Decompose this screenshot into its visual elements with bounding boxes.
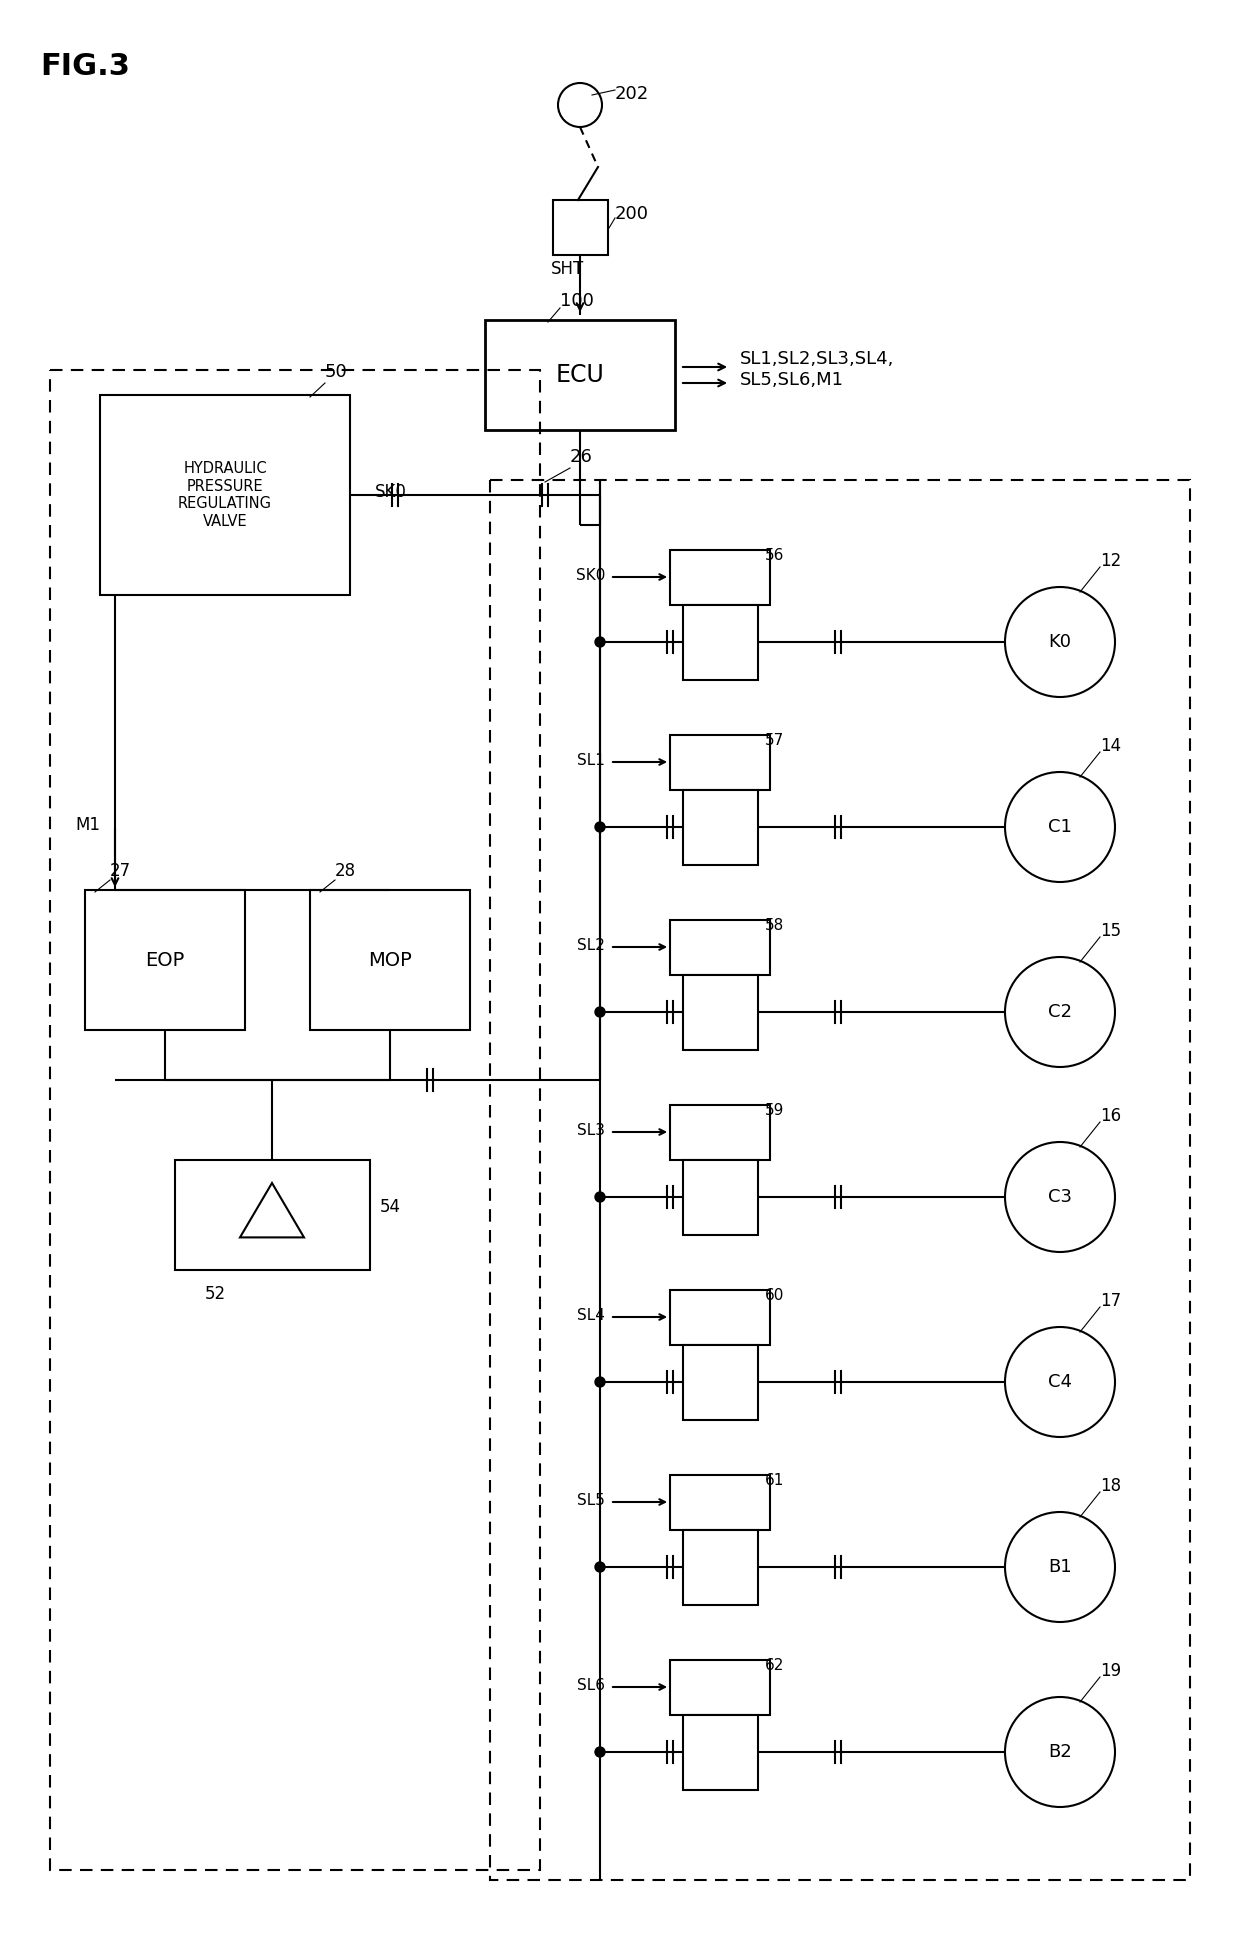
- Text: ECU: ECU: [556, 364, 604, 387]
- Text: B1: B1: [1048, 1558, 1071, 1575]
- Text: C2: C2: [1048, 1002, 1073, 1022]
- Text: C3: C3: [1048, 1188, 1073, 1206]
- Bar: [670, 735, 770, 789]
- Bar: [683, 1159, 758, 1235]
- Text: SL2: SL2: [577, 937, 605, 952]
- Text: 27: 27: [110, 861, 131, 880]
- Text: 26: 26: [570, 449, 593, 466]
- Bar: [683, 1714, 758, 1790]
- Text: SHT: SHT: [551, 259, 584, 279]
- Text: 17: 17: [1100, 1293, 1121, 1310]
- Text: SK0: SK0: [374, 484, 407, 501]
- Text: 50: 50: [325, 364, 347, 381]
- Circle shape: [595, 1747, 605, 1757]
- Text: 16: 16: [1100, 1107, 1121, 1124]
- Text: SK0: SK0: [575, 567, 605, 582]
- Bar: [670, 1291, 770, 1345]
- Text: 52: 52: [205, 1285, 226, 1302]
- Text: 57: 57: [765, 733, 784, 749]
- Bar: [683, 975, 758, 1051]
- Circle shape: [595, 1006, 605, 1018]
- Text: EOP: EOP: [145, 950, 185, 969]
- Text: 58: 58: [765, 917, 784, 933]
- Text: M1: M1: [74, 817, 100, 834]
- Text: 61: 61: [765, 1473, 785, 1488]
- Text: SL5: SL5: [577, 1492, 605, 1507]
- Text: FIG.3: FIG.3: [40, 52, 130, 81]
- Text: 60: 60: [765, 1289, 785, 1302]
- Bar: [670, 919, 770, 975]
- Text: 56: 56: [765, 548, 785, 563]
- Text: 62: 62: [765, 1658, 785, 1674]
- Bar: [670, 550, 770, 606]
- Text: B2: B2: [1048, 1743, 1071, 1761]
- Text: 14: 14: [1100, 737, 1121, 755]
- Circle shape: [595, 637, 605, 646]
- Text: C1: C1: [1048, 819, 1071, 836]
- Text: SL1: SL1: [577, 753, 605, 768]
- Bar: [310, 890, 470, 1029]
- Bar: [670, 1474, 770, 1531]
- Text: SL6: SL6: [577, 1678, 605, 1693]
- Text: HYDRAULIC
PRESSURE
REGULATING
VALVE: HYDRAULIC PRESSURE REGULATING VALVE: [179, 461, 272, 528]
- Bar: [683, 1531, 758, 1604]
- Text: 202: 202: [615, 85, 650, 103]
- Bar: [490, 480, 1190, 1881]
- Bar: [683, 606, 758, 679]
- Text: 54: 54: [379, 1198, 401, 1215]
- Text: MOP: MOP: [368, 950, 412, 969]
- Bar: [670, 1105, 770, 1159]
- Text: K0: K0: [1049, 633, 1071, 650]
- Text: SL1,SL2,SL3,SL4,
SL5,SL6,M1: SL1,SL2,SL3,SL4, SL5,SL6,M1: [740, 350, 894, 389]
- Bar: [50, 370, 539, 1869]
- Text: 15: 15: [1100, 921, 1121, 940]
- Bar: [100, 395, 350, 594]
- Circle shape: [595, 1192, 605, 1202]
- Bar: [485, 319, 675, 430]
- Bar: [86, 890, 246, 1029]
- Text: 100: 100: [560, 292, 594, 310]
- Bar: [670, 1660, 770, 1714]
- Circle shape: [595, 1562, 605, 1571]
- Text: 12: 12: [1100, 551, 1121, 571]
- Text: 59: 59: [765, 1103, 785, 1118]
- Bar: [553, 199, 608, 255]
- Text: 200: 200: [615, 205, 649, 223]
- Bar: [175, 1159, 370, 1269]
- Circle shape: [595, 1378, 605, 1387]
- Text: SL4: SL4: [577, 1308, 605, 1322]
- Text: 28: 28: [335, 861, 356, 880]
- Text: C4: C4: [1048, 1374, 1073, 1391]
- Bar: [683, 789, 758, 865]
- Text: 19: 19: [1100, 1662, 1121, 1680]
- Text: SL3: SL3: [577, 1122, 605, 1138]
- Text: 18: 18: [1100, 1476, 1121, 1496]
- Bar: [683, 1345, 758, 1420]
- Circle shape: [595, 822, 605, 832]
